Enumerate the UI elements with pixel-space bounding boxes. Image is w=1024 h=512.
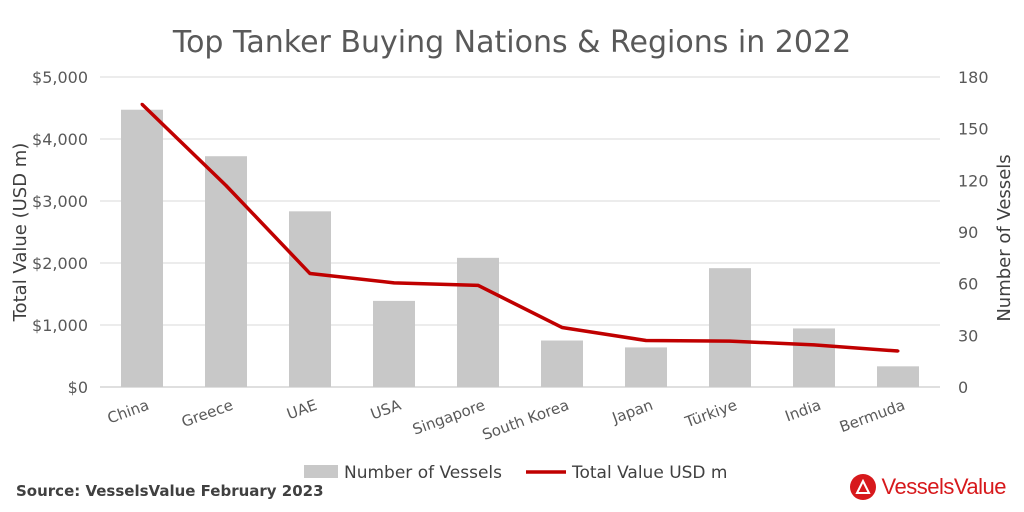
- bar: [373, 300, 415, 387]
- line-point: [812, 343, 816, 347]
- right-tick-label: 120: [958, 171, 989, 190]
- line-series: [140, 102, 900, 353]
- legend: Number of Vessels Total Value USD m: [304, 463, 727, 483]
- brand-name: VesselsValue: [881, 474, 1007, 499]
- line-point: [224, 184, 228, 187]
- line-point: [392, 281, 396, 285]
- right-tick-label: 150: [958, 120, 989, 139]
- category-label: Türkiye: [682, 396, 740, 432]
- legend-line-label: Total Value USD m: [571, 463, 727, 483]
- bar: [121, 109, 163, 387]
- bar: [877, 366, 919, 387]
- left-axis-title: Total Value (USD m): [10, 143, 31, 323]
- legend-bar-swatch: [304, 465, 338, 478]
- category-label: India: [783, 396, 824, 426]
- category-label: Greece: [179, 396, 235, 431]
- line-point: [140, 102, 144, 106]
- line-point: [644, 339, 648, 342]
- category-label: USA: [368, 396, 404, 424]
- bar: [541, 340, 583, 387]
- right-tick-label: 30: [958, 326, 978, 345]
- line-point: [308, 272, 312, 276]
- bar: [289, 211, 331, 387]
- left-tick-label: $4,000: [32, 130, 88, 149]
- category-label: South Korea: [480, 396, 572, 444]
- source-note: Source: VesselsValue February 2023: [16, 482, 324, 500]
- left-tick-label: $0: [68, 378, 88, 397]
- left-axis-ticks: $0 $1,000 $2,000 $3,000 $4,000 $5,000: [32, 68, 88, 397]
- category-label: China: [105, 396, 151, 428]
- right-axis-ticks: 0 30 60 90 120 150 180: [958, 68, 989, 397]
- bar: [793, 328, 835, 387]
- line-point: [896, 349, 900, 353]
- line-point: [728, 339, 732, 343]
- chart-title: Top Tanker Buying Nations & Regions in 2…: [172, 25, 851, 60]
- category-label: Singapore: [410, 396, 487, 439]
- legend-bar-label: Number of Vessels: [344, 463, 502, 483]
- category-label: Japan: [609, 396, 655, 428]
- right-tick-label: 180: [958, 68, 989, 87]
- right-tick-label: 0: [958, 378, 968, 397]
- left-tick-label: $2,000: [32, 254, 88, 273]
- vesselsvalue-logo-icon: [849, 474, 876, 500]
- line-point: [560, 325, 564, 329]
- right-tick-label: 90: [958, 223, 978, 242]
- left-tick-label: $5,000: [32, 68, 88, 87]
- brand-logo: VesselsValue: [849, 472, 1007, 502]
- bar: [205, 156, 247, 387]
- line-point: [476, 283, 480, 287]
- bar: [625, 347, 667, 387]
- left-tick-label: $1,000: [32, 316, 88, 335]
- right-tick-label: 60: [958, 275, 978, 294]
- left-tick-label: $3,000: [32, 192, 88, 211]
- right-axis-title: Number of Vessels: [994, 154, 1015, 321]
- bar: [457, 257, 499, 387]
- bar-series: [121, 109, 919, 387]
- line-path: [140, 103, 899, 353]
- bar: [709, 268, 751, 387]
- category-label: UAE: [284, 396, 319, 423]
- category-label: Bermuda: [837, 396, 907, 436]
